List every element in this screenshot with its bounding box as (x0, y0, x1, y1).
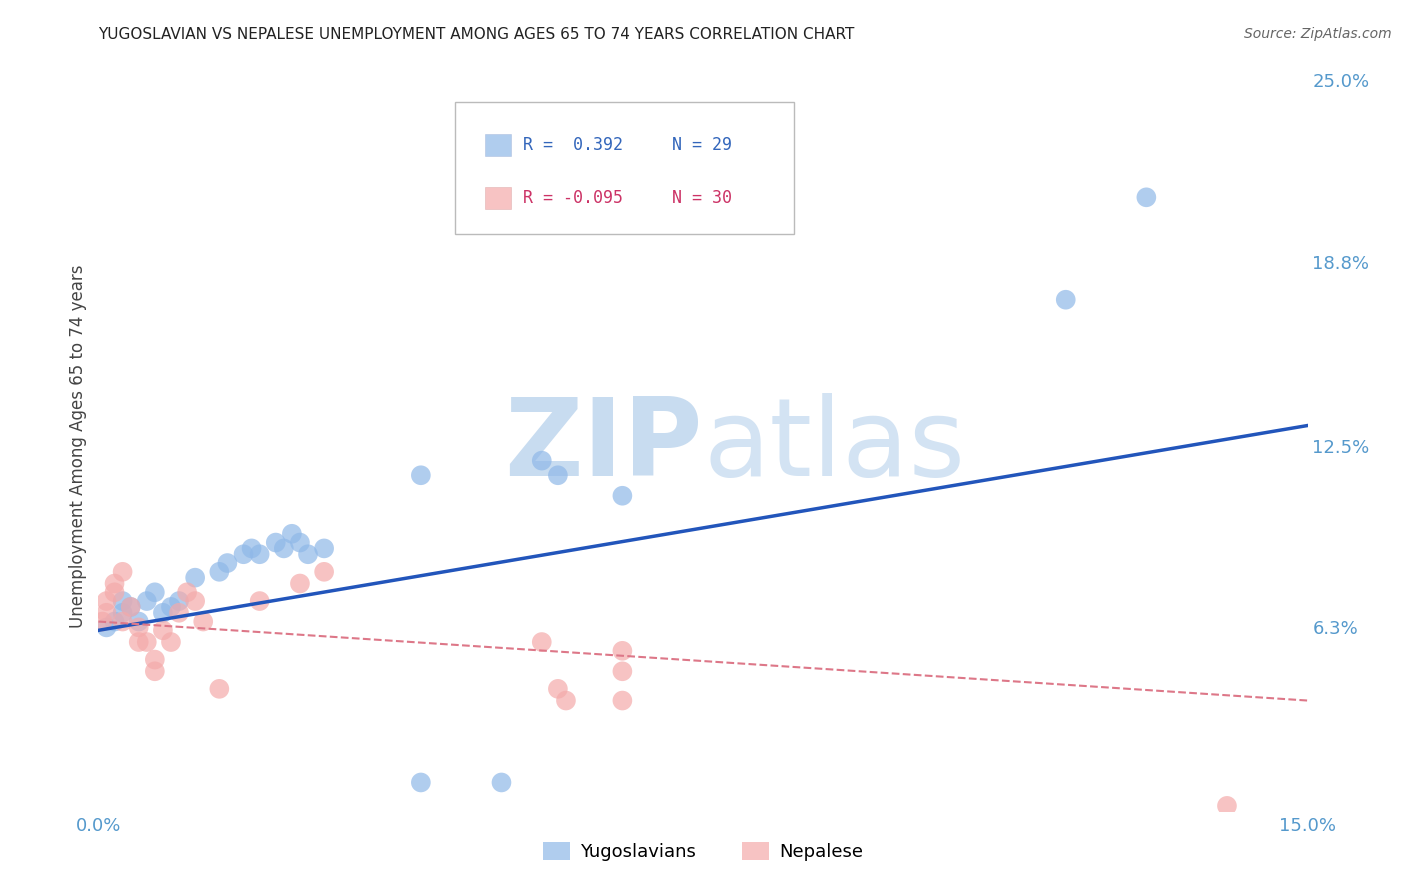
Text: Source: ZipAtlas.com: Source: ZipAtlas.com (1244, 27, 1392, 41)
Point (103, 615, 125, 629)
Point (273, 541, 295, 556)
Point (111, 615, 134, 629)
Point (547, 681, 569, 696)
Point (111, 594, 134, 608)
Text: N = 30: N = 30 (672, 189, 731, 207)
Point (111, 606, 134, 620)
Point (160, 635, 183, 649)
Point (176, 585, 198, 599)
Point (152, 624, 174, 638)
Point (612, 489, 634, 503)
Point (143, 652, 166, 666)
Point (167, 606, 190, 620)
Point (96, 594, 118, 608)
Point (530, 635, 553, 649)
Point (96, 606, 118, 620)
Point (160, 599, 183, 614)
Point (555, 693, 578, 707)
Point (128, 620, 150, 634)
Point (184, 571, 207, 585)
Point (167, 594, 190, 608)
Point (128, 635, 150, 649)
Text: ZIP: ZIP (505, 393, 703, 499)
FancyBboxPatch shape (456, 103, 793, 234)
Point (193, 615, 215, 629)
Point (281, 526, 304, 541)
Point (128, 615, 150, 629)
Point (135, 635, 157, 649)
Y-axis label: Unemployment Among Ages 65 to 74 years: Unemployment Among Ages 65 to 74 years (69, 264, 87, 628)
Point (409, 468, 432, 483)
Point (409, 775, 432, 789)
FancyBboxPatch shape (485, 187, 510, 209)
Point (612, 693, 634, 707)
Text: R =  0.392: R = 0.392 (523, 136, 623, 154)
Point (120, 599, 142, 614)
Point (184, 594, 207, 608)
Text: R = -0.095: R = -0.095 (523, 189, 623, 207)
Point (103, 576, 125, 591)
Point (264, 535, 287, 549)
Point (152, 606, 174, 620)
Point (135, 594, 157, 608)
Point (91, 615, 114, 629)
Point (208, 565, 231, 579)
Text: YUGOSLAVIAN VS NEPALESE UNEMPLOYMENT AMONG AGES 65 TO 74 YEARS CORRELATION CHART: YUGOSLAVIAN VS NEPALESE UNEMPLOYMENT AMO… (98, 27, 855, 42)
Point (314, 565, 336, 579)
Point (143, 585, 166, 599)
Point (612, 665, 634, 679)
Point (96, 620, 118, 634)
Point (249, 594, 271, 608)
Point (1054, 293, 1077, 307)
Text: atlas: atlas (703, 393, 965, 499)
Point (288, 576, 311, 591)
Point (612, 644, 634, 658)
Point (297, 547, 319, 561)
Point (217, 556, 239, 570)
Point (143, 665, 166, 679)
Text: N = 29: N = 29 (672, 136, 731, 154)
Point (547, 468, 569, 483)
Legend: Yugoslavians, Nepalese: Yugoslavians, Nepalese (536, 835, 870, 869)
Point (232, 547, 254, 561)
Point (103, 585, 125, 599)
Point (240, 541, 263, 556)
Point (120, 599, 142, 614)
Point (530, 453, 553, 467)
Point (111, 565, 134, 579)
Point (1135, 190, 1157, 204)
Point (1216, 798, 1239, 813)
Point (491, 775, 513, 789)
Point (288, 535, 311, 549)
FancyBboxPatch shape (485, 135, 510, 156)
Point (249, 547, 271, 561)
Point (208, 681, 231, 696)
Point (314, 541, 336, 556)
